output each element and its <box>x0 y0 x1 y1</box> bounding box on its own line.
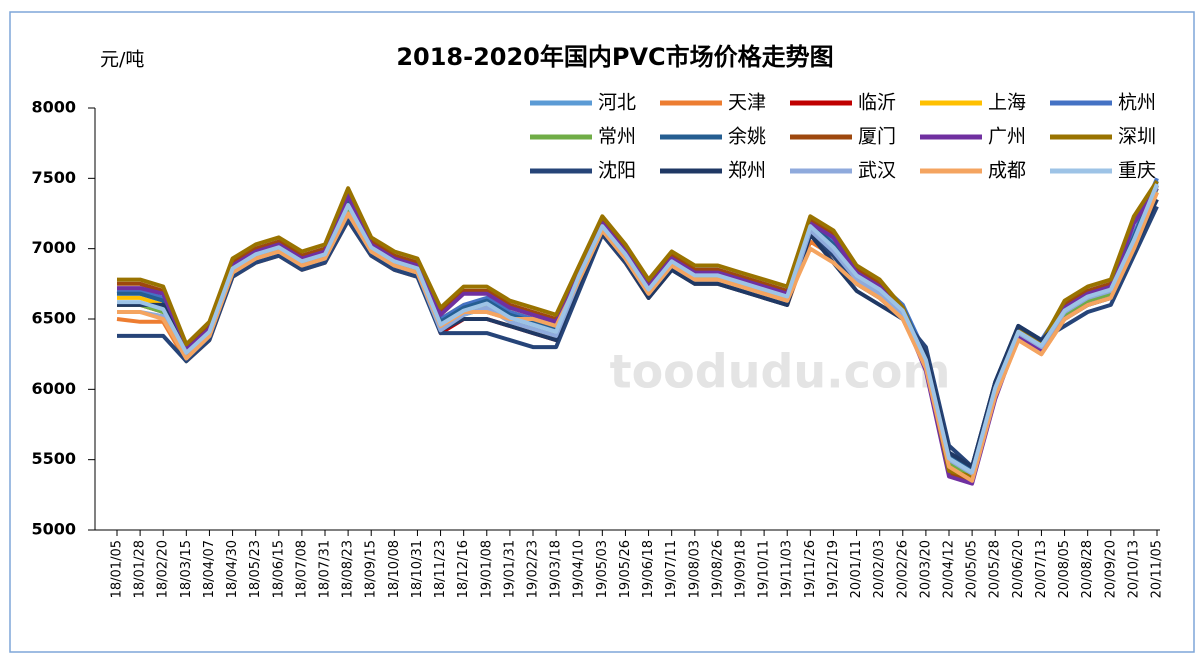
x-tick-label: 18/06/15 <box>271 540 286 598</box>
x-tick-label: 20/11/05 <box>1150 540 1165 598</box>
x-tick-label: 18/08/23 <box>341 540 356 598</box>
legend-label: 沈阳 <box>598 160 636 182</box>
x-tick-label: 19/07/11 <box>664 540 679 598</box>
x-tick-label: 19/08/03 <box>687 540 702 598</box>
x-tick-label: 18/04/30 <box>225 540 240 598</box>
x-tick-label: 19/08/26 <box>710 540 725 598</box>
x-tick-label: 20/10/13 <box>1126 540 1141 598</box>
x-tick-label: 18/01/28 <box>133 540 148 598</box>
x-tick-label: 20/08/28 <box>1080 540 1095 598</box>
legend-label: 郑州 <box>728 160 766 182</box>
y-tick-label: 6500 <box>31 309 76 328</box>
x-tick-label: 20/03/20 <box>918 540 933 598</box>
x-tick-label: 19/01/08 <box>479 540 494 598</box>
x-tick-label: 20/02/26 <box>895 540 910 598</box>
x-tick-label: 19/11/03 <box>780 540 795 598</box>
x-tick-label: 18/10/31 <box>410 540 425 598</box>
series-line <box>117 191 1159 483</box>
x-tick-label: 20/05/28 <box>988 540 1003 598</box>
x-tick-label: 18/12/16 <box>456 540 471 598</box>
legend-label: 深圳 <box>1118 126 1156 148</box>
x-tick-label: 18/09/15 <box>364 540 379 598</box>
x-tick-label: 20/09/20 <box>1103 540 1118 598</box>
series-line <box>117 183 1159 475</box>
legend-label: 武汉 <box>858 160 896 182</box>
legend-label: 成都 <box>988 160 1026 182</box>
legend-label: 杭州 <box>1118 92 1156 114</box>
y-unit: 元/吨 <box>100 49 144 71</box>
legend-label: 常州 <box>598 126 636 148</box>
y-tick-label: 8000 <box>31 98 76 117</box>
x-tick-label: 18/02/20 <box>156 540 171 598</box>
x-tick-label: 19/01/31 <box>502 540 517 598</box>
x-tick-label: 19/04/10 <box>572 540 587 598</box>
x-tick-label: 18/07/08 <box>294 540 309 598</box>
x-tick-label: 19/09/18 <box>734 540 749 598</box>
x-tick-label: 19/05/26 <box>618 540 633 598</box>
y-tick-label: 6000 <box>31 379 76 398</box>
legend-label: 天津 <box>728 92 766 114</box>
x-tick-label: 19/05/03 <box>595 540 610 598</box>
legend-label: 广州 <box>988 126 1026 148</box>
legend-label: 重庆 <box>1118 160 1156 182</box>
x-tick-label: 18/11/23 <box>433 540 448 598</box>
x-tick-label: 20/02/03 <box>872 540 887 598</box>
x-tick-label: 18/03/15 <box>179 540 194 598</box>
x-tick-label: 20/07/13 <box>1034 540 1049 598</box>
x-tick-label: 19/03/18 <box>549 540 564 598</box>
y-tick-label: 5500 <box>31 449 76 468</box>
x-tick-label: 19/06/18 <box>641 540 656 598</box>
y-tick-label: 7500 <box>31 168 76 187</box>
x-tick-label: 20/04/12 <box>942 540 957 598</box>
x-tick-label: 20/01/11 <box>849 540 864 598</box>
x-tick-label: 20/06/20 <box>1011 540 1026 598</box>
x-tick-label: 18/07/31 <box>318 540 333 598</box>
legend-label: 河北 <box>598 92 636 114</box>
x-tick-label: 19/11/26 <box>803 540 818 598</box>
legend-label: 临沂 <box>858 92 896 114</box>
x-tick-label: 18/10/08 <box>387 540 402 598</box>
x-tick-label: 19/10/11 <box>757 540 772 598</box>
x-tick-label: 19/12/19 <box>826 540 841 598</box>
x-tick-label: 19/02/23 <box>526 540 541 598</box>
chart-title: 2018-2020年国内PVC市场价格走势图 <box>396 43 833 71</box>
x-tick-label: 20/08/05 <box>1057 540 1072 598</box>
x-tick-label: 18/05/23 <box>248 540 263 598</box>
x-tick-label: 20/05/05 <box>965 540 980 598</box>
y-tick-label: 7000 <box>31 238 76 257</box>
legend-label: 厦门 <box>858 126 896 148</box>
legend-label: 上海 <box>988 92 1026 114</box>
y-tick-label: 5000 <box>31 520 76 539</box>
watermark: toodudu.com <box>610 345 951 399</box>
x-tick-label: 18/01/05 <box>110 540 125 598</box>
legend-label: 余姚 <box>728 126 766 148</box>
x-tick-label: 18/04/07 <box>202 540 217 598</box>
